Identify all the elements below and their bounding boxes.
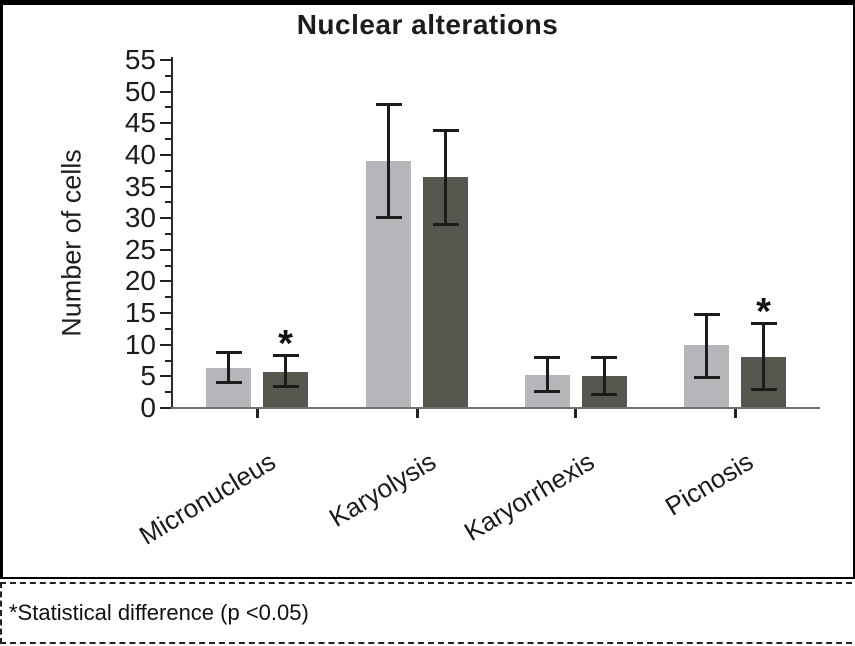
error-bar-bottom-cap xyxy=(534,389,560,393)
x-axis-tick xyxy=(415,409,419,418)
x-axis-tick xyxy=(733,409,737,418)
y-axis-minor-tick xyxy=(165,138,171,141)
y-axis-tick-label: 45 xyxy=(124,107,156,139)
error-bar-top-cap xyxy=(215,350,242,354)
y-axis-tick-label: 55 xyxy=(124,44,156,75)
significance-asterisk: * xyxy=(756,291,771,334)
footnote-text: *Statistical difference (p <0.05) xyxy=(9,600,309,625)
y-axis-major-tick xyxy=(160,59,171,61)
y-axis-major-tick xyxy=(160,375,171,378)
y-axis-minor-tick xyxy=(165,264,171,267)
y-axis-tick-label: 20 xyxy=(124,265,156,297)
y-axis-tick-label: 40 xyxy=(124,138,156,170)
y-axis-minor-tick xyxy=(165,359,171,362)
error-bar-bottom-cap xyxy=(215,380,242,384)
y-axis-major-tick xyxy=(160,248,171,251)
error-bar-bottom-cap xyxy=(432,222,459,226)
error-bar-top-cap xyxy=(693,313,720,317)
y-axis-major-tick xyxy=(160,185,171,188)
y-axis-major-tick xyxy=(160,153,171,156)
error-bar-line xyxy=(545,356,549,392)
y-axis-tick-label: 30 xyxy=(124,202,156,234)
error-bar-bottom-cap xyxy=(272,385,299,389)
error-bar-top-cap xyxy=(750,322,777,326)
error-bar-line xyxy=(387,104,390,219)
error-bar-top-cap xyxy=(534,355,560,359)
error-bar-top-cap xyxy=(432,128,459,132)
y-axis-minor-tick xyxy=(165,391,171,394)
error-bar-line xyxy=(762,323,765,391)
error-bar-line xyxy=(444,129,447,225)
y-axis-tick-label: 5 xyxy=(140,360,156,392)
y-axis-minor-tick xyxy=(165,74,171,77)
x-category-label-karyolysis: Karyolysis xyxy=(323,446,441,533)
y-axis-major-tick xyxy=(160,343,171,346)
y-axis-tick-label: 0 xyxy=(140,392,156,423)
y-axis-major-tick xyxy=(160,407,171,409)
y-axis-minor-tick xyxy=(165,169,171,172)
x-axis-line xyxy=(171,407,820,409)
y-axis-major-tick xyxy=(160,90,171,93)
error-bar-top-cap xyxy=(272,354,299,358)
y-axis-tick-label: 15 xyxy=(124,297,156,329)
y-axis-major-tick xyxy=(160,280,171,283)
error-bar-bottom-cap xyxy=(750,388,777,392)
y-axis-tick-label: 10 xyxy=(124,328,156,360)
y-axis-major-tick xyxy=(160,217,171,220)
y-axis-major-tick xyxy=(160,122,171,125)
error-bar-top-cap xyxy=(375,103,402,107)
y-axis-tick-label: 35 xyxy=(124,170,156,202)
error-bar-line xyxy=(227,351,230,383)
y-axis-minor-tick xyxy=(165,106,171,109)
x-category-label-picnosis: Picnosis xyxy=(660,446,759,522)
x-axis-tick xyxy=(255,409,259,418)
y-axis-minor-tick xyxy=(165,327,171,330)
error-bar-line xyxy=(705,314,708,379)
chart-title: Nuclear alterations xyxy=(296,9,559,40)
bar-chart: Nuclear alterations Number of cells 0 5 10… xyxy=(56,9,820,551)
error-bar-line xyxy=(284,355,287,388)
y-axis-tick-label: 25 xyxy=(124,233,156,265)
y-axis-minor-tick xyxy=(165,201,171,204)
y-axis-minor-tick xyxy=(165,233,171,235)
y-axis-major-tick xyxy=(160,312,171,315)
error-bar-top-cap xyxy=(591,355,617,359)
footnote-box: *Statistical difference (p <0.05) xyxy=(0,582,855,644)
x-category-label-karyorrhexis: Karyorrhexis xyxy=(458,446,599,547)
y-axis-minor-tick xyxy=(165,296,171,299)
y-axis-line xyxy=(171,57,173,409)
y-axis-tick-label: 50 xyxy=(124,75,156,107)
x-category-label-micronucleus: Micronucleus xyxy=(133,446,281,551)
error-bar-bottom-cap xyxy=(693,376,720,380)
y-axis-title: Number of cells xyxy=(56,149,87,337)
error-bar-bottom-cap xyxy=(591,392,617,396)
error-bar-line xyxy=(602,356,606,395)
significance-asterisk: * xyxy=(278,323,293,366)
x-axis-tick xyxy=(574,409,577,418)
error-bar-bottom-cap xyxy=(375,216,402,220)
